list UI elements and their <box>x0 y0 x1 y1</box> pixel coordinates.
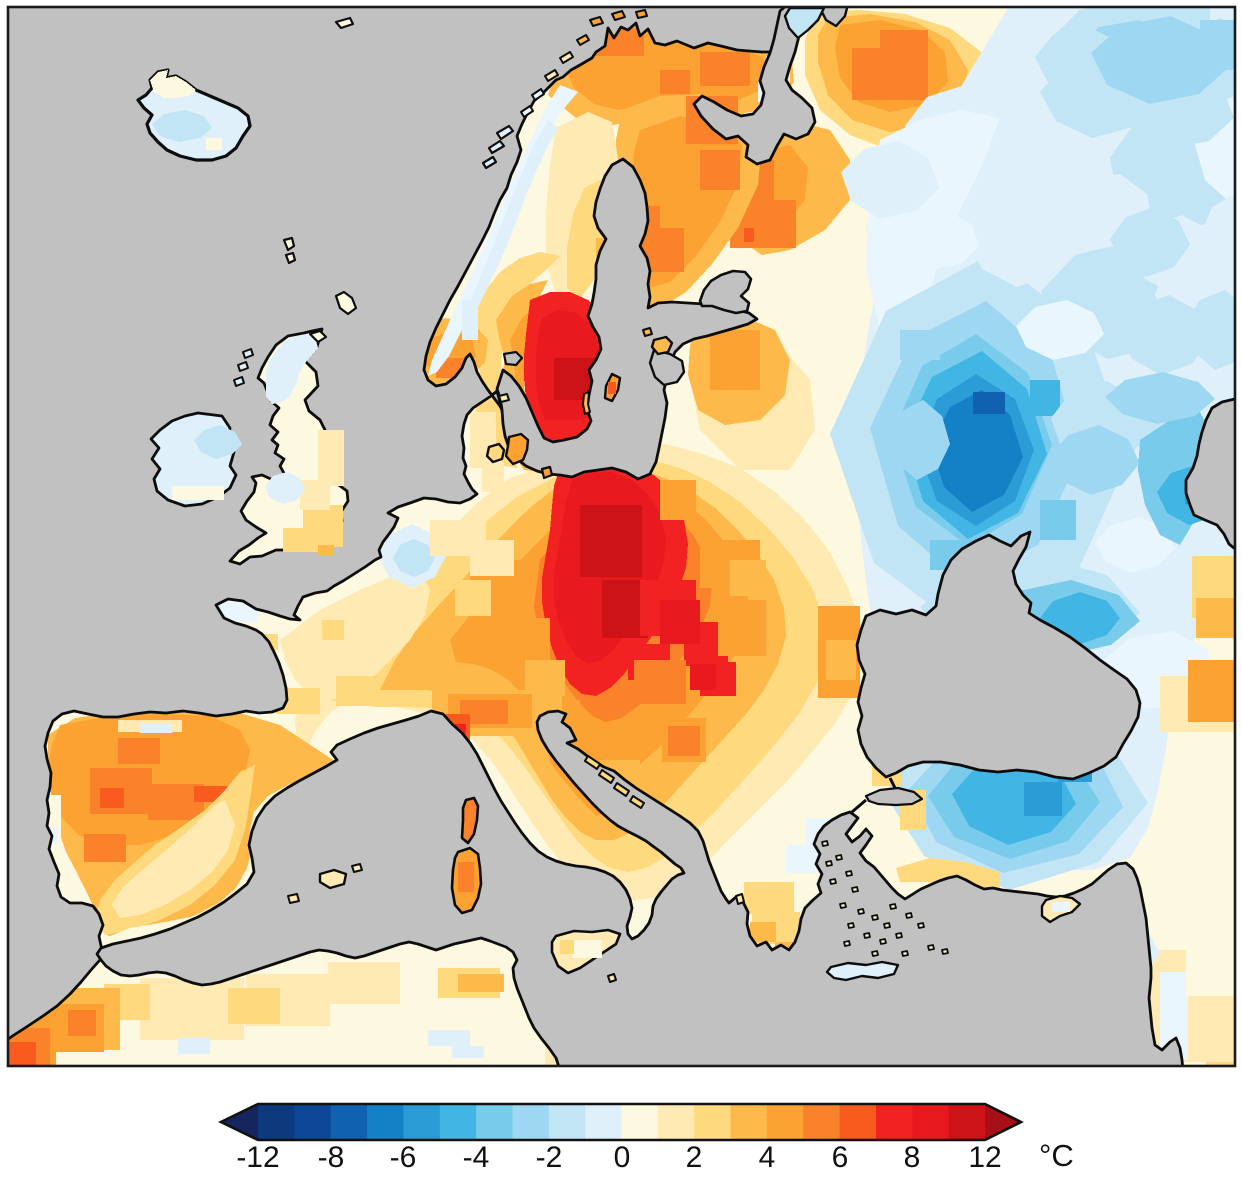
svg-text:-2: -2 <box>536 1141 563 1174</box>
svg-text:12: 12 <box>968 1141 1001 1174</box>
svg-text:-12: -12 <box>236 1141 279 1174</box>
svg-text:2: 2 <box>686 1141 703 1174</box>
svg-text:-8: -8 <box>318 1141 345 1174</box>
svg-text:6: 6 <box>832 1141 849 1174</box>
svg-text:-4: -4 <box>463 1141 490 1174</box>
svg-text:4: 4 <box>759 1141 776 1174</box>
svg-text:-6: -6 <box>390 1141 417 1174</box>
svg-text:0: 0 <box>614 1141 631 1174</box>
svg-text:8: 8 <box>904 1141 921 1174</box>
svg-text:°C: °C <box>1039 1138 1074 1173</box>
